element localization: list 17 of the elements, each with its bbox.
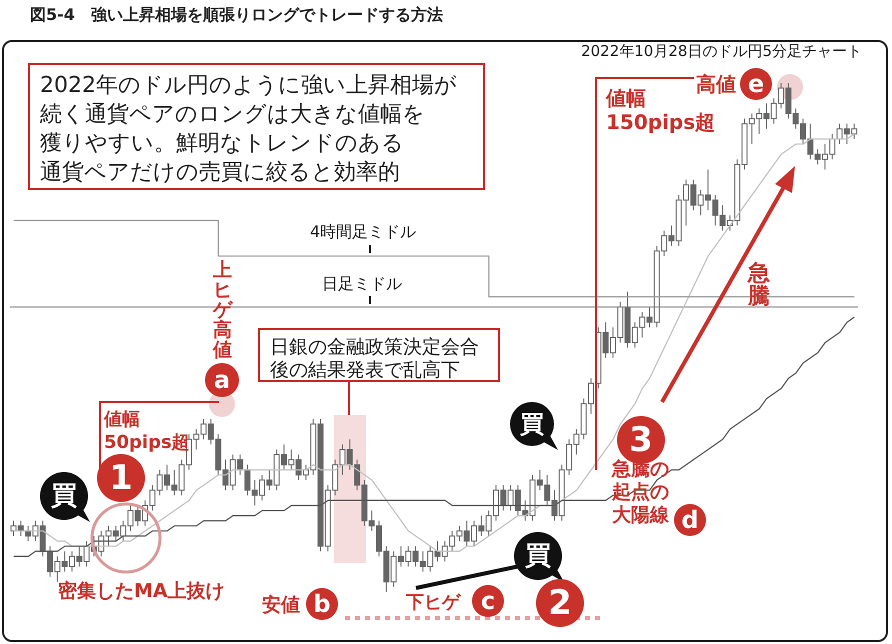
annotation: b — [306, 588, 338, 620]
annotation: e — [740, 68, 772, 100]
annotation: 2 — [536, 579, 584, 627]
annotation: d — [674, 504, 706, 536]
annotation: 2022年のドル円のように強い上昇相場が続く通貨ペアのロングは大きな値幅を獲りやすい。鮮明なトレンドのある通貨ペアだけの売買に絞ると効率的 — [40, 72, 458, 187]
series-label: 4時間足ミドル — [310, 222, 416, 244]
annotation: 密集したMA上抜け — [58, 580, 225, 602]
chart-title: 図5-4 強い上昇相場を順張りロングでトレードする方法 — [30, 5, 443, 26]
annotation: c — [472, 585, 504, 617]
annotation: 日銀の金融政策決定会合後の結果発表で乱高下 — [270, 336, 480, 382]
chart-subtitle: 2022年10月28日のドル円5分足チャート — [581, 42, 862, 61]
text: 安値 — [262, 594, 300, 616]
annotation: 下ヒゲ — [406, 592, 460, 614]
ref-line-label: 日足ミドル — [322, 274, 402, 295]
annotation: 1 — [97, 454, 145, 502]
annotation: 急騰 — [746, 261, 771, 309]
annotation: a — [205, 363, 239, 397]
